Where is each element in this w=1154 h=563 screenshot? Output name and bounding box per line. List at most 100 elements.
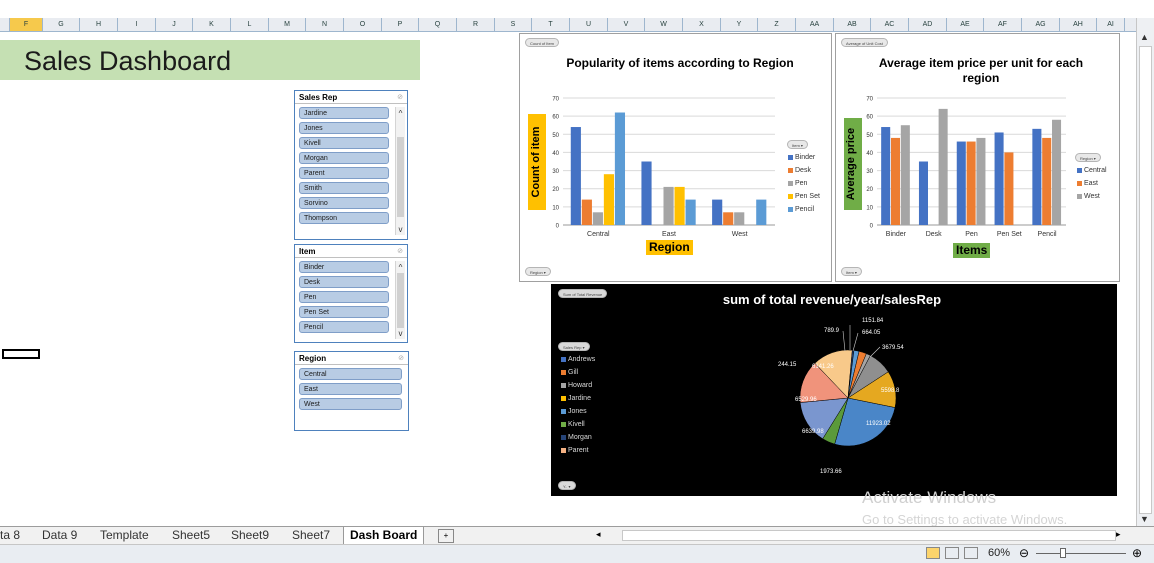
slicer-sales-rep[interactable]: Sales Rep ⊘ Jardine Jones Kivell Morgan P… (294, 90, 408, 240)
column-header-T[interactable]: T (532, 18, 570, 31)
column-header-U[interactable]: U (570, 18, 608, 31)
slicer-item-central[interactable]: Central (299, 368, 402, 380)
column-header-W[interactable]: W (645, 18, 683, 31)
slicer-item-jones[interactable]: Jones (299, 122, 389, 134)
column-header-AA[interactable]: AA (796, 18, 834, 31)
column-header-P[interactable]: P (382, 18, 419, 31)
column-header-AH[interactable]: AH (1060, 18, 1097, 31)
zoom-out-icon[interactable]: ⊖ (1019, 546, 1030, 560)
scroll-thumb[interactable] (397, 137, 404, 217)
column-header-O[interactable]: O (344, 18, 382, 31)
clear-filter-icon[interactable]: ⊘ (397, 248, 403, 255)
chart-average-price[interactable]: Average of Unit Cost Average item price … (835, 33, 1120, 282)
column-header-R[interactable]: R (457, 18, 495, 31)
pie-data-label: 1151.84 (862, 318, 884, 324)
scroll-thumb[interactable] (397, 273, 404, 328)
slicer-item-morgan[interactable]: Morgan (299, 152, 389, 164)
slicer-item-parent[interactable]: Parent (299, 167, 389, 179)
page-layout-icon[interactable] (945, 547, 959, 559)
slicer-item-pencil[interactable]: Pencil (299, 321, 389, 333)
column-header-N[interactable]: N (306, 18, 344, 31)
sheet-tab-template[interactable]: Template (100, 528, 149, 542)
column-header-I[interactable]: I (118, 18, 156, 31)
corner-cell[interactable] (0, 18, 10, 31)
sheet-tab-data9[interactable]: Data 9 (42, 528, 78, 542)
slicer-item-desk[interactable]: Desk (299, 276, 389, 288)
sheet-tab-sheet5[interactable]: Sheet5 (172, 528, 211, 542)
pivot-field-button[interactable]: Sum of Total Revenue (558, 289, 608, 298)
legend-entry: Binder (788, 151, 820, 164)
slicer-item-sorvino[interactable]: Sorvino (299, 197, 389, 209)
column-header-AG[interactable]: AG (1022, 18, 1060, 31)
scroll-up-icon[interactable]: ▲ (1140, 32, 1149, 42)
sheet-tab-sheet9[interactable]: Sheet9 (231, 528, 270, 542)
column-header-AF[interactable]: AF (984, 18, 1022, 31)
slicer-item[interactable]: Item ⊘ Binder Desk Pen Pen Set Pencil ^ v (294, 244, 408, 343)
slicer-item-binder[interactable]: Binder (299, 261, 389, 273)
axis-field-button[interactable]: Region ▾ (525, 267, 551, 276)
sheet-tab-sheet7[interactable]: Sheet7 (292, 528, 331, 542)
column-header-AE[interactable]: AE (947, 18, 984, 31)
pivot-field-button[interactable]: Average of Unit Cost (841, 38, 888, 47)
legend-label: Pencil (795, 206, 815, 213)
scroll-thumb[interactable] (1139, 46, 1152, 514)
scroll-right-icon[interactable]: ▸ (1116, 529, 1121, 539)
column-header-K[interactable]: K (193, 18, 231, 31)
chevron-down-icon[interactable]: v (398, 329, 403, 338)
clear-filter-icon[interactable]: ⊘ (398, 355, 404, 362)
column-header-M[interactable]: M (269, 18, 306, 31)
active-cell[interactable] (2, 349, 40, 359)
column-header-H[interactable]: H (80, 18, 118, 31)
column-header-F[interactable]: F (10, 18, 43, 31)
zoom-slider[interactable] (1036, 553, 1126, 554)
page-break-icon[interactable] (964, 547, 978, 559)
column-header-AB[interactable]: AB (834, 18, 871, 31)
slicer-item-smith[interactable]: Smith (299, 182, 389, 194)
column-header-AI[interactable]: AI (1097, 18, 1125, 31)
slicer-item-west[interactable]: West (299, 398, 402, 410)
slicer-scrollbar[interactable] (395, 107, 405, 235)
legend-field-button[interactable]: Region ▾ (1075, 153, 1101, 162)
column-header-Y[interactable]: Y (721, 18, 758, 31)
tab-scroll-icon[interactable]: ◂ (596, 529, 601, 539)
legend-field-button[interactable]: Item ▾ (787, 140, 808, 149)
zoom-in-icon[interactable]: ⊕ (1132, 546, 1143, 560)
new-sheet-icon[interactable]: + (438, 529, 454, 543)
chart-revenue-pie[interactable]: Sum of Total Revenue sum of total revenu… (551, 284, 1117, 496)
column-header-Z[interactable]: Z (758, 18, 796, 31)
axis-field-button[interactable]: Item ▾ (841, 267, 862, 276)
vertical-scrollbar[interactable]: ▲ ▼ (1136, 18, 1154, 526)
chevron-up-icon[interactable]: ^ (398, 109, 403, 118)
slicer-item-jardine[interactable]: Jardine (299, 107, 389, 119)
column-header-L[interactable]: L (231, 18, 269, 31)
normal-view-icon[interactable] (926, 547, 940, 559)
sheet-tab-data8[interactable]: ta 8 (0, 528, 21, 542)
clear-filter-icon[interactable]: ⊘ (397, 94, 403, 101)
slicer-item-pen-set[interactable]: Pen Set (299, 306, 389, 318)
column-header-AD[interactable]: AD (909, 18, 947, 31)
slicer-scrollbar[interactable] (395, 261, 405, 339)
chart-popularity[interactable]: Count of Item Popularity of items accord… (519, 33, 832, 282)
scroll-down-icon[interactable]: ▼ (1140, 514, 1149, 524)
column-header-J[interactable]: J (156, 18, 193, 31)
slicer-item-kivell[interactable]: Kivell (299, 137, 389, 149)
chevron-down-icon[interactable]: v (398, 225, 403, 234)
slicer-item-thompson[interactable]: Thompson (299, 212, 389, 224)
filter-field-button[interactable]: Y.. ▾ (558, 481, 576, 490)
column-header-V[interactable]: V (608, 18, 645, 31)
column-header-S[interactable]: S (495, 18, 532, 31)
slicer-item-east[interactable]: East (299, 383, 402, 395)
x-axis-label: Items (953, 243, 991, 258)
column-header-Q[interactable]: Q (419, 18, 457, 31)
slicer-region[interactable]: Region ⊘ Central East West (294, 351, 409, 431)
horizontal-scrollbar[interactable] (622, 530, 1116, 541)
column-header-X[interactable]: X (683, 18, 721, 31)
slicer-item-pen[interactable]: Pen (299, 291, 389, 303)
legend-field-button[interactable]: Sales Rep ▾ (558, 342, 590, 351)
column-header-G[interactable]: G (43, 18, 80, 31)
sheet-tab-dashboard[interactable]: Dash Board (343, 527, 425, 544)
column-header-AC[interactable]: AC (871, 18, 909, 31)
zoom-slider-thumb[interactable] (1060, 548, 1066, 558)
chevron-up-icon[interactable]: ^ (398, 263, 403, 272)
pivot-field-button[interactable]: Count of Item (525, 38, 560, 47)
